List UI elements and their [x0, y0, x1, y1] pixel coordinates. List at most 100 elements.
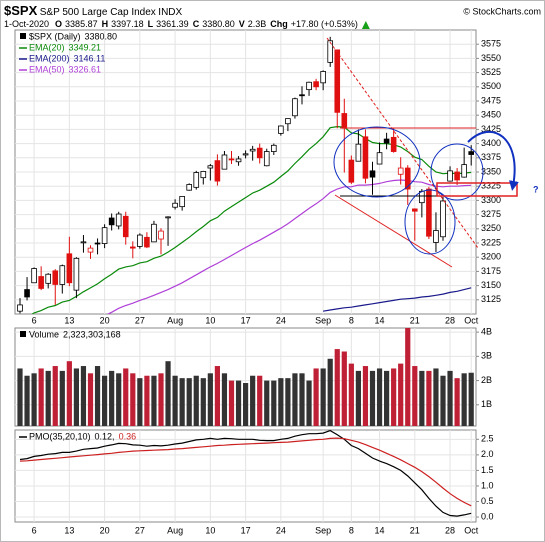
bar — [292, 373, 298, 426]
bar — [271, 380, 277, 426]
x-tick-label: 20 — [100, 315, 110, 325]
quote-key: L — [148, 19, 154, 29]
x-tick-label: 6 — [32, 315, 37, 325]
candle-body — [66, 253, 73, 284]
bar — [193, 375, 199, 426]
y-tick-label: 1.0 — [481, 480, 494, 490]
legend-value: 3349.21 — [69, 42, 102, 52]
candle-body — [270, 144, 277, 152]
x-tick-label: 28 — [445, 525, 455, 535]
x-tick-label: 17 — [241, 525, 251, 535]
x-tick-label: 8 — [349, 315, 354, 325]
y-tick-label: 3125 — [481, 294, 501, 304]
bar — [398, 363, 404, 426]
candle-body — [320, 71, 326, 84]
candle-body — [87, 247, 94, 253]
bar — [137, 378, 143, 426]
up-indicator — [361, 21, 370, 29]
candle-body — [461, 164, 467, 178]
candle-body — [256, 147, 263, 159]
bar — [179, 378, 185, 426]
quote-key: C — [193, 19, 200, 29]
x-tick-label: 24 — [276, 525, 286, 535]
candle-body — [186, 184, 193, 191]
bar — [419, 370, 425, 426]
y-tick-label: 2B — [481, 375, 492, 385]
legend-swatch — [20, 33, 26, 39]
y-tick-label: 3400 — [481, 138, 501, 148]
candle-body — [101, 227, 108, 244]
bar — [144, 375, 150, 426]
candle-body — [383, 138, 390, 144]
bar — [433, 368, 439, 426]
line — [19, 430, 472, 517]
line — [323, 287, 472, 312]
bar — [102, 375, 108, 426]
candle-body — [221, 154, 228, 170]
bar — [24, 375, 30, 426]
quote-value: 3380.80 — [202, 19, 235, 29]
x-tick-label: 21 — [410, 315, 420, 325]
legend-label: EMA(50) — [29, 64, 65, 74]
y-tick-label: 3150 — [481, 280, 501, 290]
y-tick-label: 3375 — [481, 152, 501, 162]
candle-body — [235, 158, 242, 163]
legend-value: 0.12, — [95, 431, 115, 441]
x-tick-label: 13 — [64, 525, 74, 535]
bar — [355, 370, 361, 426]
x-tick-label: 27 — [135, 525, 145, 535]
bar — [264, 380, 270, 426]
bar — [384, 370, 390, 426]
candle-body — [207, 165, 214, 169]
y-tick-label: 2.5 — [481, 434, 494, 444]
candle-body — [362, 136, 369, 179]
y-tick-label: 3300 — [481, 195, 501, 205]
legend-label: $SPX (Daily) — [29, 31, 81, 41]
bar — [257, 375, 263, 426]
legend-value: 3326.61 — [69, 64, 102, 74]
legend-value: 3380.80 — [85, 31, 118, 41]
price-marks — [15, 30, 476, 314]
x-tick-label: 24 — [276, 315, 286, 325]
candle-body — [129, 246, 136, 249]
x-tick-label: 20 — [100, 525, 110, 535]
y-tick-label: 2.0 — [481, 449, 494, 459]
bar — [130, 373, 136, 426]
quote-value: 2.3B — [248, 19, 267, 29]
y-tick-label: 0.5 — [481, 496, 494, 506]
x-tick-label: 6 — [32, 525, 37, 535]
bar — [45, 370, 51, 426]
candle-body — [348, 159, 355, 183]
candle-body — [292, 98, 298, 117]
bar — [250, 375, 256, 426]
bar — [158, 373, 164, 426]
bar — [80, 366, 87, 426]
quote-key: V — [239, 19, 245, 29]
bar — [327, 358, 333, 426]
x-tick-label: Aug — [167, 525, 183, 535]
candle-body — [263, 151, 270, 167]
candle-body — [108, 217, 115, 226]
y-tick-label: 3325 — [481, 181, 501, 191]
bar — [52, 366, 58, 426]
annotations: ? — [326, 37, 539, 268]
bar — [200, 378, 206, 426]
quote-key: O — [55, 19, 62, 29]
x-tick-label: 27 — [135, 315, 145, 325]
bar — [334, 349, 340, 426]
y-tick-label: 1.5 — [481, 465, 494, 475]
legend-label: PMO(35,20,10) — [29, 431, 91, 441]
x-tick-label: 8 — [349, 525, 354, 535]
bar — [59, 370, 65, 426]
trend-line — [334, 194, 453, 268]
x-tick-label: Oct — [464, 525, 479, 535]
y-tick-label: 3525 — [481, 67, 501, 77]
bar — [116, 373, 122, 426]
quote-value: 3397.18 — [111, 19, 144, 29]
y-tick-label: 3225 — [481, 237, 501, 247]
candle-body — [193, 172, 200, 188]
x-tick-label: 21 — [410, 525, 420, 535]
legend-value: 2,323,303,168 — [63, 329, 121, 339]
candle-body — [228, 158, 235, 161]
circle — [430, 143, 484, 201]
